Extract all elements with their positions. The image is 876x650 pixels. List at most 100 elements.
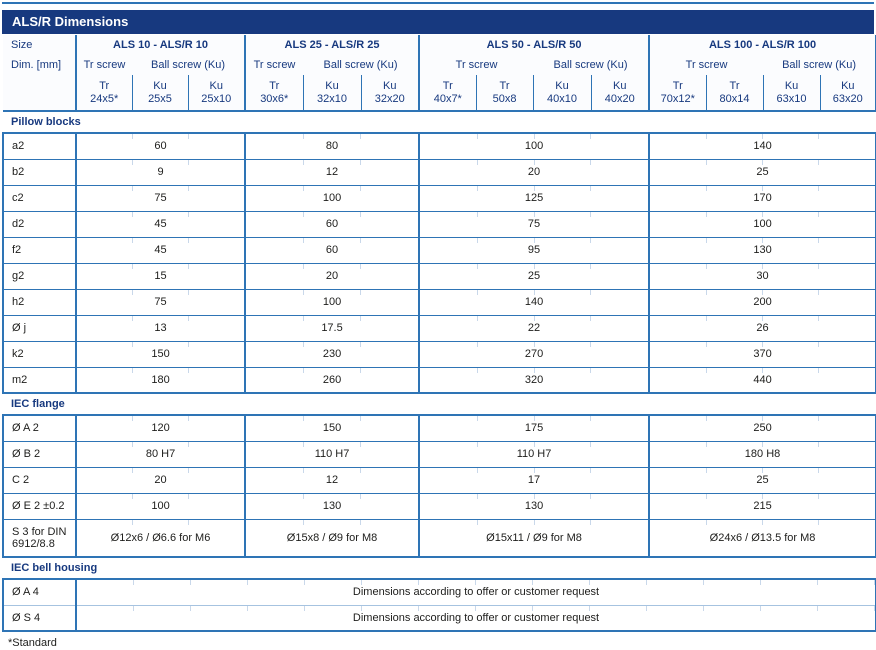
dim-value-cell: Ø24x6 / Ø13.5 for M8 bbox=[648, 519, 876, 558]
table-title: ALS/R Dimensions bbox=[12, 14, 129, 29]
row-label: a2 bbox=[2, 133, 77, 160]
dim-value-cell: 100 bbox=[244, 185, 420, 212]
dim-value-cell: 13 bbox=[74, 315, 246, 342]
screw-type: Tr bbox=[99, 79, 110, 92]
dim-value-cell: 75 bbox=[74, 289, 246, 316]
section-header-row: Pillow blocks bbox=[3, 111, 876, 134]
dim-value-cell: 100 bbox=[244, 289, 420, 316]
screw-size: 40x7* bbox=[433, 92, 462, 105]
row-label: Ø S 4 bbox=[2, 605, 77, 632]
dim-value-cell: 130 bbox=[418, 493, 650, 520]
row-label: c2 bbox=[2, 185, 77, 212]
dim-value-cell: 25 bbox=[648, 467, 876, 494]
dim-value-cell: 180 bbox=[74, 367, 246, 394]
table-row: k2 150 230 270 370 bbox=[2, 341, 876, 368]
section-header: Pillow blocks bbox=[3, 111, 876, 134]
screw-size: 25x10 bbox=[201, 92, 232, 105]
screw-type: Ku bbox=[555, 79, 569, 92]
dim-value-cell: Ø12x6 / Ø6.6 for M6 bbox=[74, 519, 246, 558]
dim-value-cell: 170 bbox=[648, 185, 876, 212]
empty-corner-cell bbox=[3, 75, 77, 112]
screw-size-header: Ku 32x20 bbox=[360, 75, 420, 112]
section-header-row: IEC flange bbox=[3, 393, 876, 416]
row-label: m2 bbox=[2, 367, 77, 394]
ball-screw-label: Ball screw (Ku) bbox=[303, 55, 420, 75]
row-label: Ø j bbox=[2, 315, 77, 342]
header-row-size: Size ALS 10 - ALS/R 10 ALS 25 - ALS/R 25 AL… bbox=[3, 35, 876, 55]
screw-size-header: Ku 40x10 bbox=[532, 75, 592, 112]
dim-value-cell: 250 bbox=[648, 415, 876, 442]
dim-value-cell: 80 H7 bbox=[74, 441, 246, 468]
dim-value-cell: 80 bbox=[244, 133, 420, 160]
dim-value-cell: 270 bbox=[418, 341, 650, 368]
top-rule bbox=[2, 2, 874, 4]
screw-size-header: Ku 25x5 bbox=[131, 75, 188, 112]
row-label: k2 bbox=[2, 341, 77, 368]
screw-type: Tr bbox=[499, 79, 510, 92]
section-header: IEC bell housing bbox=[3, 557, 876, 580]
dim-value-cell: 95 bbox=[418, 237, 650, 264]
screw-size: 40x20 bbox=[604, 92, 635, 105]
screw-size-header: Ku 40x20 bbox=[590, 75, 650, 112]
table-header: Size ALS 10 - ALS/R 10 ALS 25 - ALS/R 25 AL… bbox=[3, 35, 876, 112]
screw-size: 50x8 bbox=[492, 92, 517, 105]
screw-size: 80x14 bbox=[719, 92, 750, 105]
table-row: Ø B 2 80 H7 110 H7 110 H7 180 H8 bbox=[2, 441, 876, 468]
dim-value-cell: 370 bbox=[648, 341, 876, 368]
ball-screw-label: Ball screw (Ku) bbox=[533, 55, 650, 75]
screw-type: Ku bbox=[209, 79, 223, 92]
screw-size: 25x5 bbox=[148, 92, 172, 105]
dim-value-cell: 20 bbox=[74, 467, 246, 494]
row-label: f2 bbox=[2, 237, 77, 264]
dim-value-cell: 130 bbox=[648, 237, 876, 264]
table-title-bar: ALS/R Dimensions bbox=[2, 10, 874, 34]
dim-value-cell: 150 bbox=[244, 415, 420, 442]
row-label: S 3 for DIN 6912/8.8 bbox=[2, 519, 77, 558]
dim-value-cell: 20 bbox=[244, 263, 420, 290]
dim-value-cell: 30 bbox=[648, 263, 876, 290]
screw-size-header: Tr 24x5* bbox=[75, 75, 132, 112]
screw-type: Tr bbox=[442, 79, 453, 92]
screw-size: 40x10 bbox=[547, 92, 578, 105]
tr-screw-label: Tr screw bbox=[418, 55, 534, 75]
dim-value-cell: 110 H7 bbox=[418, 441, 650, 468]
dim-value-cell: 260 bbox=[244, 367, 420, 394]
dim-value-cell: Ø15x8 / Ø9 for M8 bbox=[244, 519, 420, 558]
row-label: b2 bbox=[2, 159, 77, 186]
header-row-sizes: Tr 24x5* Ku 25x5 Ku 25x10 Tr 30x6* Ku 32x10 Ku 32x2… bbox=[3, 75, 876, 112]
screw-type: Ku bbox=[325, 79, 339, 92]
dim-value-cell: 45 bbox=[74, 211, 246, 238]
row-label: Ø A 4 bbox=[2, 579, 77, 606]
header-row-screwtype: Dim. [mm] Tr screw Ball screw (Ku) Tr screw… bbox=[3, 55, 876, 75]
screw-type: Ku bbox=[784, 79, 799, 92]
table-row: S 3 for DIN 6912/8.8 Ø12x6 / Ø6.6 for M6 Ø… bbox=[2, 519, 876, 558]
full-span-value-cell: Dimensions according to offer or custome… bbox=[74, 605, 876, 632]
dim-value-cell: 9 bbox=[74, 159, 246, 186]
dim-value-cell: 25 bbox=[418, 263, 650, 290]
ball-screw-label: Ball screw (Ku) bbox=[132, 55, 246, 75]
screw-size-header: Ku 63x10 bbox=[762, 75, 821, 112]
row-label: Ø A 2 bbox=[2, 415, 77, 442]
screw-type: Ku bbox=[383, 79, 397, 92]
dim-value-cell: 180 H8 bbox=[648, 441, 876, 468]
dim-value-cell: 440 bbox=[648, 367, 876, 394]
section-header: IEC flange bbox=[3, 393, 876, 416]
table-row: C 2 20 12 17 25 bbox=[2, 467, 876, 494]
table-row: Ø j 13 17.5 22 26 bbox=[2, 315, 876, 342]
ball-screw-label: Ball screw (Ku) bbox=[763, 55, 876, 75]
row-label: Ø B 2 bbox=[2, 441, 77, 468]
screw-size: 70x12* bbox=[660, 92, 695, 105]
dim-value-cell: 75 bbox=[74, 185, 246, 212]
dim-value-cell: Ø15x11 / Ø9 for M8 bbox=[418, 519, 650, 558]
group-title: ALS 100 - ALS/R 100 bbox=[648, 35, 876, 55]
screw-size-header: Tr 30x6* bbox=[244, 75, 304, 112]
dim-value-cell: 75 bbox=[418, 211, 650, 238]
dim-value-cell: 175 bbox=[418, 415, 650, 442]
dim-value-cell: 17 bbox=[418, 467, 650, 494]
group-title: ALS 50 - ALS/R 50 bbox=[418, 35, 650, 55]
dim-value-cell: 25 bbox=[648, 159, 876, 186]
table-row: b2 9 12 20 25 bbox=[2, 159, 876, 186]
table-row: f2 45 60 95 130 bbox=[2, 237, 876, 264]
table-row: Ø A 2 120 150 175 250 bbox=[2, 415, 876, 442]
